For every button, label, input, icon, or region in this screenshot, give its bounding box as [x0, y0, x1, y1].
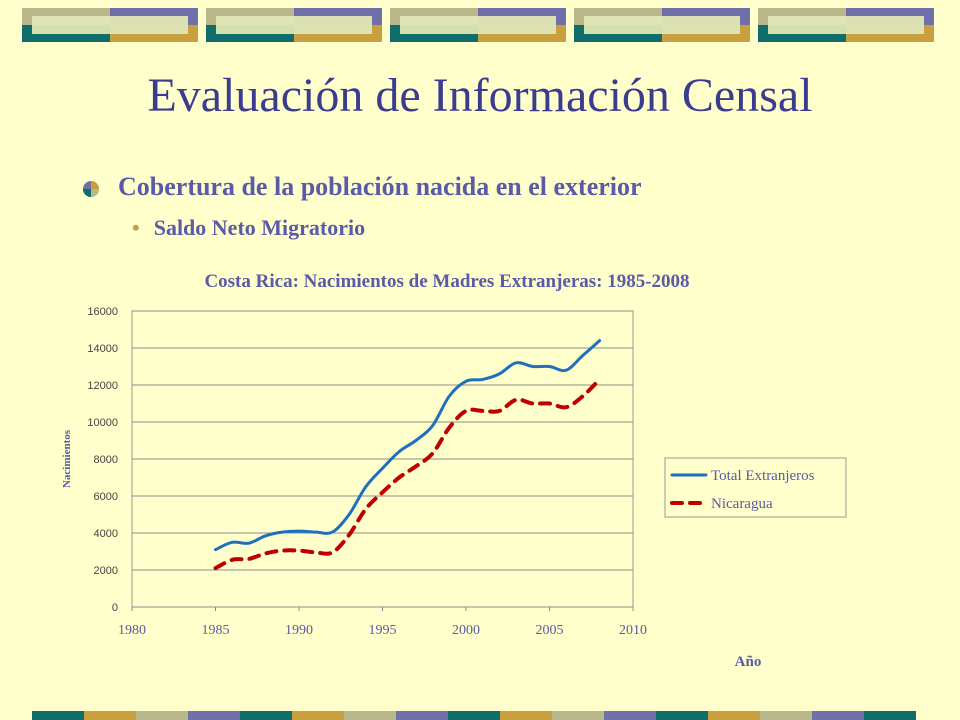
x-tick-label: 2005: [536, 623, 564, 638]
y-tick-label: 2000: [94, 565, 118, 577]
deco-segment: [500, 711, 552, 720]
legend-label: Nicaragua: [711, 496, 773, 512]
x-tick-label: 2010: [619, 623, 647, 638]
deco-block: [206, 8, 382, 42]
series-line-nicaragua: [213, 377, 602, 571]
bottom-decoration-band: [32, 711, 916, 720]
y-tick-label: 10000: [87, 417, 118, 429]
deco-segment: [32, 711, 84, 720]
deco-segment: [760, 711, 812, 720]
slide-title: Evaluación de Información Censal: [147, 69, 813, 122]
deco-block: [22, 8, 198, 42]
deco-segment: [188, 711, 240, 720]
y-tick-label: 6000: [94, 491, 118, 503]
bullet-level-1-text: Cobertura de la población nacida en el e…: [118, 172, 642, 201]
deco-segment: [604, 711, 656, 720]
deco-segment: [812, 711, 864, 720]
y-tick-label: 14000: [87, 343, 118, 355]
x-tick-label: 2000: [452, 623, 480, 638]
bullet-level-2-text: Saldo Neto Migratorio: [153, 215, 366, 240]
y-tick-label: 16000: [87, 306, 118, 318]
dot-bullet-icon: •: [132, 215, 140, 240]
x-axis-label: Año: [735, 654, 762, 670]
y-tick-label: 4000: [94, 528, 118, 540]
y-tick-label: 8000: [94, 454, 118, 466]
deco-block: [574, 8, 750, 42]
y-axis-label: Nacimientos: [61, 429, 73, 488]
deco-segment: [552, 711, 604, 720]
deco-block: [758, 8, 934, 42]
legend-label: Total Extranjeros: [711, 468, 815, 484]
series-line-total-extranjeros: [214, 339, 602, 552]
deco-segment: [292, 711, 344, 720]
quadrant-bullet-icon: [83, 181, 99, 197]
deco-segment: [448, 711, 500, 720]
deco-segment: [84, 711, 136, 720]
deco-segment: [864, 711, 916, 720]
top-decoration-band: [22, 8, 942, 44]
legend-box: [664, 457, 847, 518]
y-tick-label: 0: [112, 602, 118, 614]
deco-segment: [708, 711, 760, 720]
deco-segment: [136, 711, 188, 720]
deco-segment: [656, 711, 708, 720]
deco-segment: [344, 711, 396, 720]
y-tick-label: 12000: [87, 380, 118, 392]
x-tick-label: 1995: [369, 623, 397, 638]
x-tick-label: 1990: [285, 623, 313, 638]
deco-segment: [396, 711, 448, 720]
deco-segment: [240, 711, 292, 720]
deco-block: [390, 8, 566, 42]
bullet-level-2: • Saldo Neto Migratorio: [132, 215, 365, 241]
x-tick-label: 1980: [118, 623, 146, 638]
x-tick-label: 1985: [202, 623, 230, 638]
chart-title: Costa Rica: Nacimientos de Madres Extran…: [204, 271, 689, 292]
